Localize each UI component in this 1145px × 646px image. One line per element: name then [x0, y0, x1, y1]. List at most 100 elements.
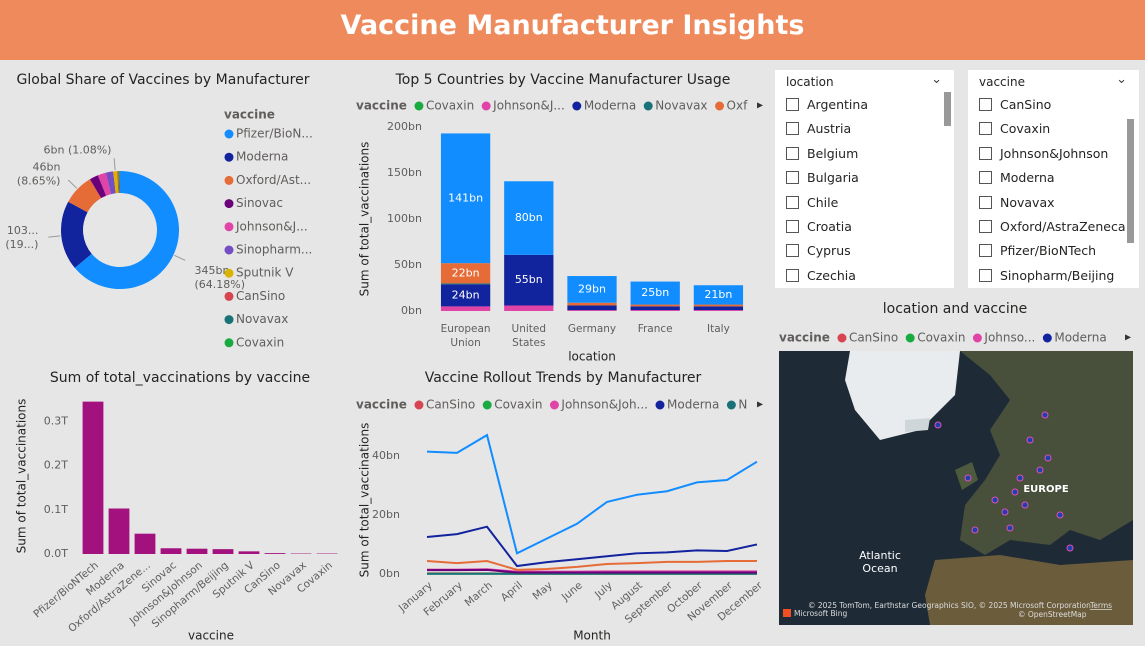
map-point[interactable] [1044, 454, 1052, 462]
donut-slice [105, 171, 116, 195]
chart-title: Global Share of Vaccines by Manufacturer [17, 72, 310, 88]
bar-segment [567, 302, 617, 306]
checkbox[interactable] [786, 268, 799, 282]
map-point[interactable] [1041, 411, 1049, 419]
map-point[interactable] [1066, 544, 1074, 552]
slicer-item[interactable]: Chile [786, 195, 838, 210]
map-point[interactable] [1006, 524, 1014, 532]
slicer-item[interactable]: Sinopharm/Beijing [979, 268, 1114, 283]
slicer-item-label: Moderna [1000, 170, 1055, 186]
legend-marker [972, 333, 982, 343]
chart-title: Vaccine Rollout Trends by Manufacturer [425, 370, 702, 386]
checkbox[interactable] [786, 244, 799, 258]
slicer-item[interactable]: Covaxin [979, 121, 1050, 136]
y-tick-label: 0.2T [44, 459, 68, 472]
checkbox[interactable] [786, 122, 799, 136]
checkbox[interactable] [979, 220, 992, 233]
y-tick-label: 0bn [401, 304, 422, 317]
checkbox[interactable] [979, 244, 992, 258]
checkbox[interactable] [786, 98, 799, 111]
slicer-dropdown[interactable]: ⌄ [1116, 72, 1127, 87]
data-label: 345bn [195, 264, 230, 277]
slicer-title: location [786, 75, 834, 89]
checkbox[interactable] [979, 98, 992, 111]
legend-scroll-arrow[interactable]: ▸ [757, 98, 763, 112]
bar-segment [630, 304, 680, 307]
checkbox[interactable] [979, 268, 992, 282]
slicer-item[interactable]: CanSino [979, 97, 1051, 112]
map-point[interactable] [1016, 474, 1024, 482]
slicer-item-label: Czechia [807, 267, 856, 283]
map-terms[interactable]: Terms [1089, 601, 1112, 610]
y-tick-label: 50bn [394, 258, 422, 271]
line-series [426, 433, 758, 555]
slicer-item-label: Covaxin [1000, 121, 1051, 137]
slicer-item[interactable]: Cyprus [786, 243, 851, 258]
map-iceland [905, 418, 930, 432]
line-series [427, 568, 757, 574]
slicer-item[interactable]: Oxford/AstraZeneca [979, 219, 1126, 234]
checkbox[interactable] [786, 171, 799, 185]
map-point[interactable] [1026, 436, 1034, 444]
slicer-item[interactable]: Moderna [979, 170, 1055, 185]
map-attribution: © 2025 TomTom, Earthstar Geographics SIO… [808, 601, 1091, 610]
map-point[interactable] [1056, 511, 1064, 519]
checkbox[interactable] [786, 195, 799, 209]
legend-scroll-arrow[interactable]: ▸ [1125, 330, 1131, 344]
legend-label: Sputnik V [236, 266, 294, 280]
slicer-item[interactable]: Argentina [786, 97, 868, 112]
map-point[interactable] [934, 421, 942, 429]
map-point[interactable] [964, 474, 972, 482]
bar-segment [440, 133, 491, 264]
map-point[interactable] [971, 526, 979, 534]
slicer-item[interactable]: Pfizer/BioNTech [979, 243, 1096, 258]
legend-marker [481, 101, 491, 111]
checkbox[interactable] [979, 171, 992, 185]
data-label: 141bn [448, 191, 483, 204]
slicer-item[interactable]: Johnson&Johnson [979, 146, 1108, 161]
slicer-item[interactable]: Novavax [979, 195, 1055, 210]
slicer-item-label: Johnson&Johnson [1000, 145, 1109, 161]
legend-marker [655, 400, 665, 410]
donut-slice [117, 171, 120, 194]
slicer-item-label: Pfizer/BioNTech [1000, 243, 1097, 259]
x-tick-label: May [531, 579, 555, 602]
map-point[interactable] [991, 496, 999, 504]
checkbox[interactable] [979, 195, 992, 209]
bar [108, 508, 130, 554]
slicer-item-label: Oxford/AstraZeneca [1000, 219, 1126, 234]
x-axis-title: vaccine [188, 629, 234, 643]
checkbox[interactable] [979, 122, 992, 136]
data-label: 55bn [515, 273, 543, 286]
y-tick-label: 0.1T [44, 503, 68, 516]
slicer-item-label: Croatia [807, 219, 852, 234]
y-tick-label: 150bn [387, 166, 422, 179]
map-bing: Microsoft Bing [794, 609, 847, 618]
checkbox[interactable] [786, 220, 799, 233]
map-point[interactable] [1036, 466, 1044, 474]
legend-marker [224, 291, 234, 301]
data-label: 21bn [704, 288, 732, 301]
bar-segment [693, 310, 744, 311]
checkbox[interactable] [979, 146, 992, 160]
legend-scroll-arrow[interactable]: ▸ [757, 397, 763, 411]
slicer-item[interactable]: Austria [786, 121, 851, 136]
map-point[interactable] [1001, 508, 1009, 516]
map-point[interactable] [1021, 501, 1029, 509]
map-point[interactable] [1011, 488, 1019, 496]
legend-label: CanSino [426, 398, 475, 412]
slicer-dropdown[interactable]: ⌄ [931, 72, 942, 87]
slicer-item[interactable]: Czechia [786, 268, 856, 283]
legend-label: CanSino [236, 289, 285, 303]
slicer-item[interactable]: Croatia [786, 219, 852, 234]
data-label: 24bn [452, 288, 480, 301]
legend-label: Moderna [584, 99, 636, 113]
legend-marker [224, 338, 234, 348]
slicer-item[interactable]: Belgium [786, 146, 858, 161]
map: Atlantic Ocean EUROPE © 2025 TomTom, Ear… [779, 351, 1133, 625]
legend-marker [224, 315, 234, 325]
bar-segment [504, 181, 554, 255]
checkbox[interactable] [786, 146, 799, 160]
y-tick-label: 200bn [387, 120, 422, 133]
slicer-item[interactable]: Bulgaria [786, 170, 859, 185]
